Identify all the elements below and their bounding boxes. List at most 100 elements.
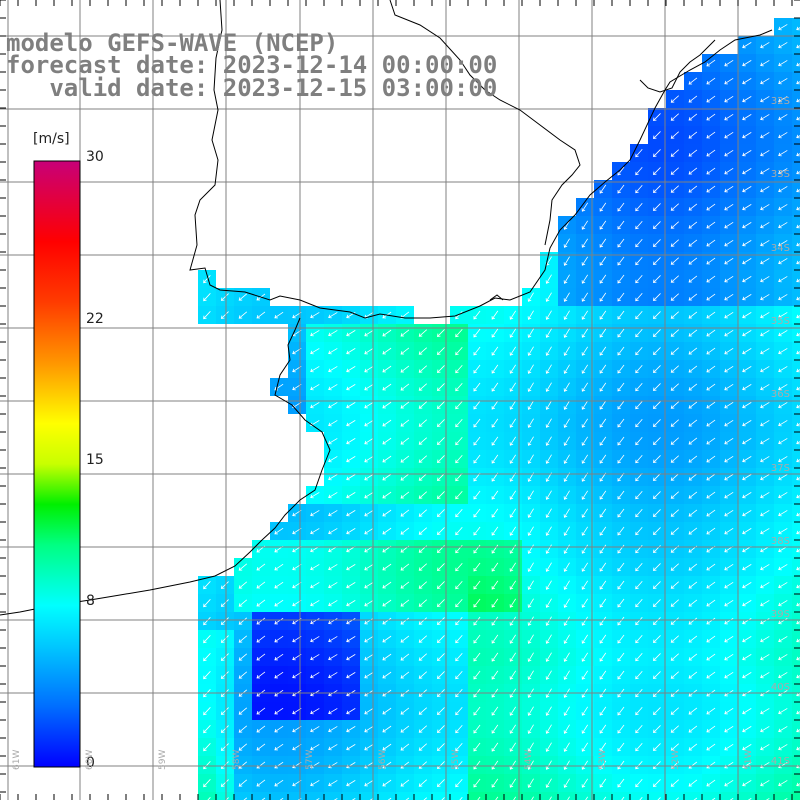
wind-arrow <box>706 113 716 121</box>
wind-arrow <box>400 383 410 391</box>
wind-arrow <box>437 635 445 644</box>
wind-arrow <box>742 294 752 301</box>
wind-arrow <box>693 797 698 800</box>
colorbar-tick-label: 0 <box>86 755 95 771</box>
wind-arrow <box>455 652 463 662</box>
wind-arrow <box>617 760 625 770</box>
wind-arrow <box>635 292 643 302</box>
wind-arrow <box>599 652 607 662</box>
wind-arrow <box>437 401 445 410</box>
wind-arrow <box>760 384 770 391</box>
wind-arrow <box>581 490 589 500</box>
wind-arrow <box>581 346 589 356</box>
wind-arrow <box>778 564 788 571</box>
wind-arrow <box>760 744 770 751</box>
wind-arrow <box>545 292 552 302</box>
wind-arrow <box>310 744 320 751</box>
wind-arrow <box>310 654 320 661</box>
wind-arrow <box>635 724 643 734</box>
wind-arrow <box>635 364 643 374</box>
wind-arrow <box>455 490 463 500</box>
wind-arrow <box>778 276 788 283</box>
wind-arrow <box>581 778 589 788</box>
wind-arrow <box>670 131 679 139</box>
wind-arrow <box>207 797 211 800</box>
wind-arrow <box>328 384 338 391</box>
wind-arrow <box>527 616 534 626</box>
wind-arrow <box>742 132 752 139</box>
wind-arrow <box>545 328 552 338</box>
wind-arrow <box>364 617 374 625</box>
wind-arrow <box>653 779 661 788</box>
wind-arrow <box>670 743 679 751</box>
wind-arrow <box>437 509 445 518</box>
wind-arrow <box>346 456 356 463</box>
wind-arrow <box>742 204 752 211</box>
wind-arrow <box>688 581 698 589</box>
wind-arrow <box>423 797 428 800</box>
wind-arrow <box>706 365 716 373</box>
wind-arrow <box>599 184 607 194</box>
wind-arrow <box>581 652 589 662</box>
wind-arrow <box>796 512 800 517</box>
wind-arrow <box>473 490 481 500</box>
wind-arrow <box>635 310 643 320</box>
wind-arrow <box>742 384 752 391</box>
wind-arrow <box>599 598 607 608</box>
wind-arrow <box>203 311 211 320</box>
wind-cell <box>792 738 800 756</box>
wind-arrow <box>724 113 734 121</box>
wind-arrow <box>418 563 428 571</box>
wind-cell <box>792 252 800 270</box>
wind-arrow <box>706 527 716 535</box>
wind-arrow <box>400 329 410 337</box>
wind-arrow <box>653 671 661 680</box>
wind-arrow <box>724 527 734 535</box>
wind-arrow <box>581 526 589 536</box>
wind-arrow <box>563 454 570 464</box>
wind-arrow <box>760 438 770 445</box>
wind-arrow <box>328 366 338 373</box>
wind-cell <box>792 558 800 576</box>
wind-arrow <box>256 599 266 607</box>
wind-arrow <box>670 167 679 175</box>
wind-arrow <box>670 671 679 679</box>
wind-arrow <box>563 652 570 662</box>
wind-arrow <box>527 760 534 770</box>
wind-cell <box>792 450 800 468</box>
wind-arrow <box>455 706 463 716</box>
wind-arrow <box>400 671 410 679</box>
wind-arrow <box>328 672 338 679</box>
wind-arrow <box>382 473 392 481</box>
wind-arrow <box>437 599 445 608</box>
wind-arrow <box>364 581 374 589</box>
wind-cell <box>288 792 306 800</box>
wind-arrow <box>599 256 607 266</box>
wind-arrow <box>491 616 499 626</box>
wind-arrow <box>491 634 499 644</box>
wind-arrow <box>599 526 607 536</box>
wind-arrow <box>351 798 356 800</box>
wind-arrow <box>509 724 517 734</box>
wind-cell <box>792 216 800 234</box>
wind-arrow <box>796 602 800 607</box>
wind-arrow <box>527 346 534 356</box>
wind-arrow <box>778 708 788 715</box>
wind-arrow <box>364 707 374 715</box>
wind-arrow <box>473 724 481 734</box>
wind-arrow <box>653 437 661 446</box>
wind-arrow <box>670 203 679 211</box>
wind-arrow <box>491 382 499 392</box>
colorbar <box>33 160 81 768</box>
wind-arrow <box>742 240 752 247</box>
wind-arrow <box>473 328 481 338</box>
wind-arrow <box>256 707 266 715</box>
wind-arrow <box>545 526 552 536</box>
wind-arrow <box>364 419 374 427</box>
wind-arrow <box>509 634 517 644</box>
wind-arrow <box>549 796 552 800</box>
wind-arrow <box>617 616 625 626</box>
wind-arrow <box>328 600 338 607</box>
wind-arrow <box>491 598 499 608</box>
wind-arrow <box>382 419 392 427</box>
